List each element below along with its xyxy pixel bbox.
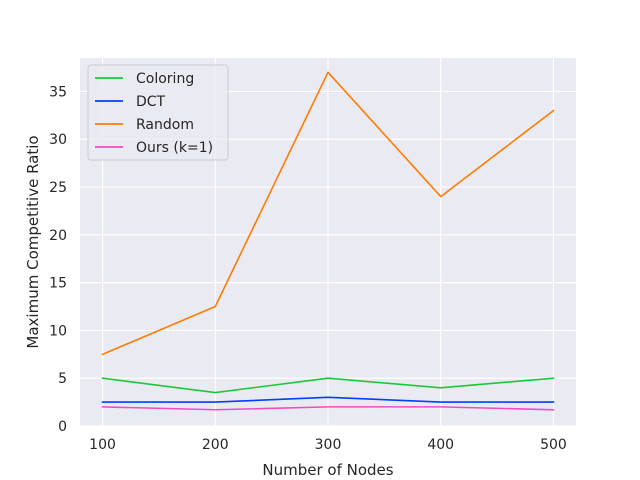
series-line-ours-k-1 <box>101 406 555 411</box>
x-tick-label: 500 <box>540 437 567 453</box>
legend-label: DCT <box>136 94 166 110</box>
y-tick-label: 10 <box>49 323 67 339</box>
y-tick-label: 35 <box>49 84 67 100</box>
series-lines <box>101 71 555 411</box>
x-axis-label: Number of Nodes <box>262 461 393 479</box>
series-line-dct <box>101 396 555 403</box>
x-tick-label: 400 <box>427 437 454 453</box>
legend-label: Coloring <box>136 71 194 87</box>
y-axis-label: Maximum Competitive Ratio <box>24 135 42 348</box>
y-tick-label: 15 <box>49 276 67 292</box>
y-tick-label: 5 <box>58 371 67 387</box>
grid <box>80 58 576 427</box>
series-line-coloring <box>101 377 555 394</box>
legend-label: Random <box>136 117 194 133</box>
legend-label: Ours (k=1) <box>136 140 213 156</box>
y-tick-labels: 0 5 10 15 20 25 30 35 <box>49 84 67 435</box>
y-tick-label: 25 <box>49 180 67 196</box>
y-tick-label: 0 <box>58 419 67 435</box>
y-tick-label: 30 <box>49 132 67 148</box>
x-tick-labels: 100 200 300 400 500 <box>89 437 567 453</box>
x-tick-label: 100 <box>89 437 116 453</box>
series-line-random <box>101 71 555 356</box>
y-tick-label: 20 <box>49 228 67 244</box>
legend-box <box>87 64 229 161</box>
legend: Coloring DCT Random Ours (k=1) <box>87 64 229 161</box>
x-tick-label: 300 <box>315 437 342 453</box>
x-tick-label: 200 <box>202 437 229 453</box>
